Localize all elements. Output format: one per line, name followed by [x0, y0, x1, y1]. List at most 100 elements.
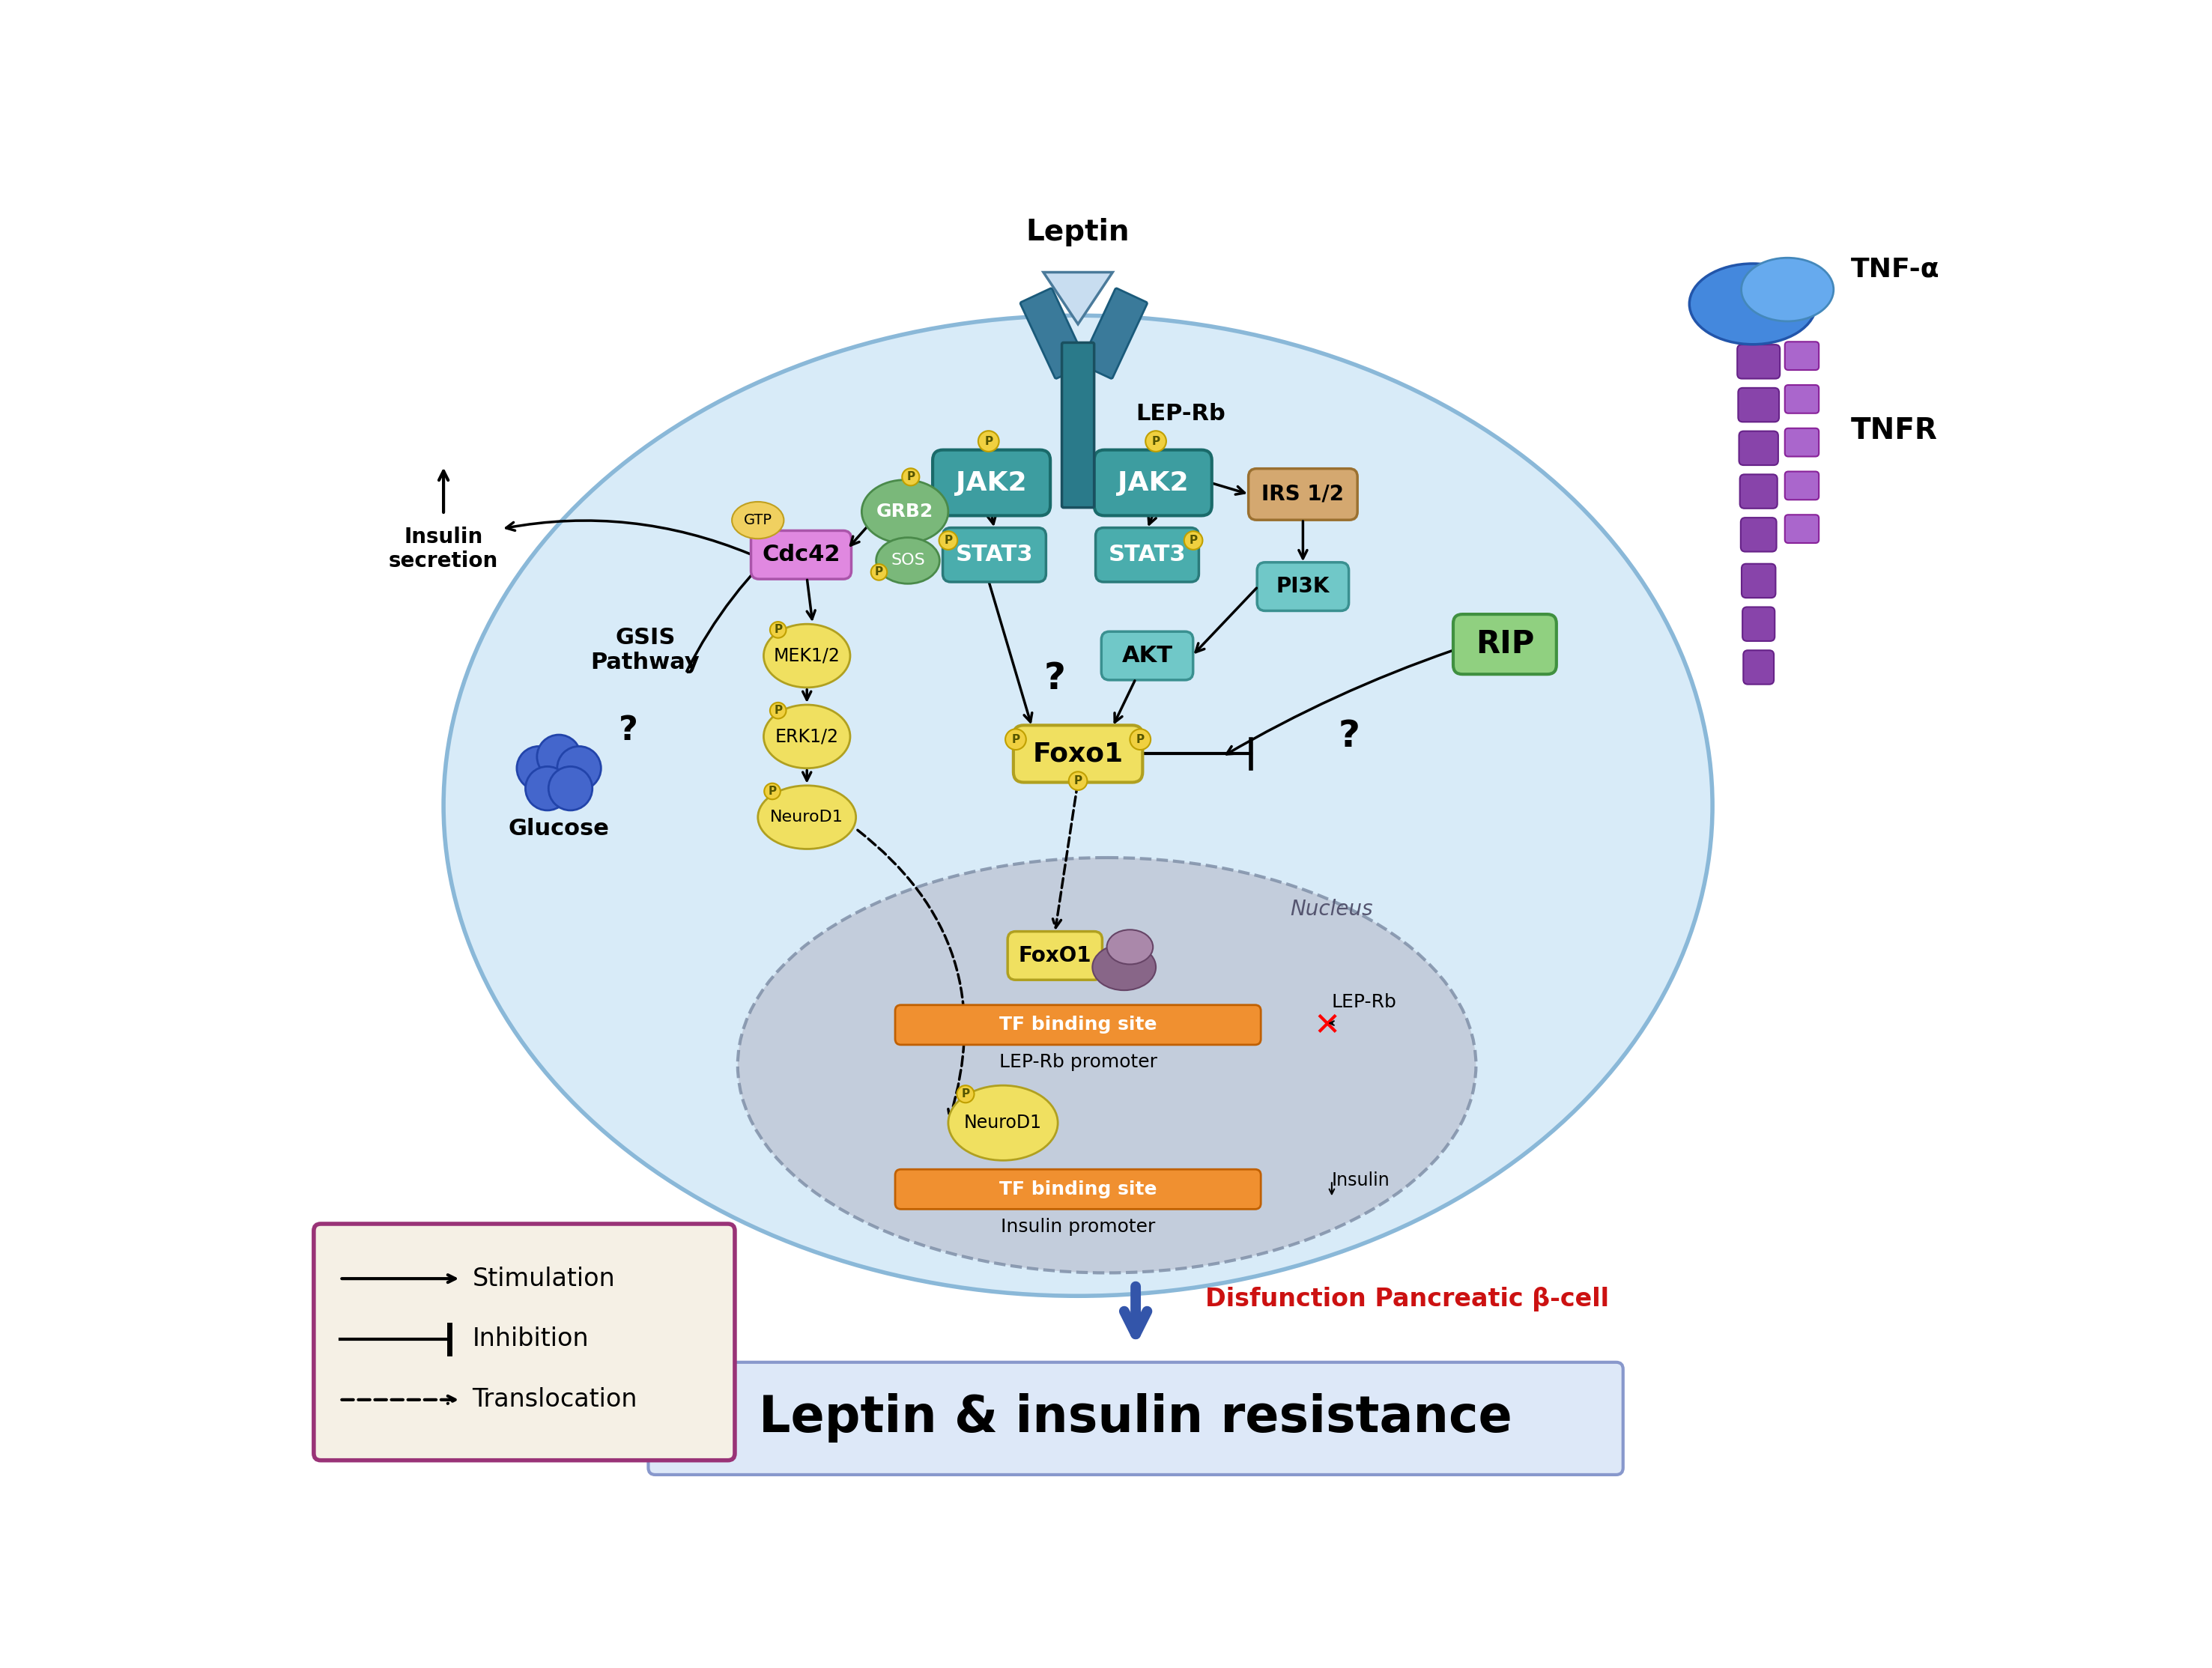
Circle shape: [557, 746, 602, 791]
Ellipse shape: [732, 502, 783, 539]
Text: IRS 1/2: IRS 1/2: [1261, 484, 1345, 505]
Text: Nucleus: Nucleus: [1290, 899, 1374, 921]
FancyBboxPatch shape: [1743, 651, 1774, 684]
Ellipse shape: [949, 1086, 1057, 1161]
Text: ?: ?: [1338, 719, 1360, 754]
Text: MEK1/2: MEK1/2: [774, 647, 841, 666]
Text: Leptin & insulin resistance: Leptin & insulin resistance: [759, 1393, 1513, 1443]
Circle shape: [1068, 772, 1088, 791]
Text: Inhibition: Inhibition: [473, 1326, 588, 1351]
Ellipse shape: [863, 480, 949, 544]
FancyBboxPatch shape: [1741, 474, 1776, 509]
Text: ERK1/2: ERK1/2: [774, 727, 838, 746]
FancyBboxPatch shape: [1741, 564, 1776, 597]
FancyBboxPatch shape: [648, 1363, 1624, 1475]
Text: NeuroD1: NeuroD1: [964, 1114, 1042, 1133]
Text: P: P: [768, 786, 776, 797]
Text: SOS: SOS: [891, 554, 925, 569]
FancyBboxPatch shape: [896, 1006, 1261, 1044]
Polygon shape: [1044, 272, 1113, 324]
Text: STAT3: STAT3: [956, 544, 1033, 565]
Text: LEP-Rb: LEP-Rb: [1332, 992, 1396, 1011]
Ellipse shape: [1690, 264, 1816, 344]
Circle shape: [763, 784, 781, 799]
Text: P: P: [874, 567, 883, 577]
Circle shape: [518, 746, 560, 791]
Circle shape: [938, 530, 958, 550]
FancyBboxPatch shape: [1743, 607, 1774, 641]
Text: GTP: GTP: [743, 514, 772, 527]
FancyBboxPatch shape: [1248, 469, 1358, 520]
Circle shape: [1183, 530, 1203, 550]
Ellipse shape: [1093, 944, 1157, 991]
Text: JAK2: JAK2: [1117, 470, 1188, 495]
Circle shape: [526, 767, 568, 811]
FancyBboxPatch shape: [1785, 472, 1818, 500]
FancyBboxPatch shape: [1013, 726, 1144, 782]
Text: TNF-α: TNF-α: [1851, 257, 1940, 282]
Circle shape: [978, 430, 1000, 452]
Ellipse shape: [1741, 259, 1834, 322]
FancyBboxPatch shape: [750, 530, 852, 579]
Text: P: P: [1152, 435, 1159, 447]
Circle shape: [1130, 729, 1150, 751]
Circle shape: [538, 736, 582, 779]
FancyBboxPatch shape: [942, 527, 1046, 582]
FancyBboxPatch shape: [1095, 527, 1199, 582]
Text: AKT: AKT: [1121, 646, 1172, 667]
Text: Stimulation: Stimulation: [473, 1266, 615, 1291]
Ellipse shape: [445, 315, 1712, 1296]
Text: P: P: [774, 624, 783, 636]
FancyBboxPatch shape: [1082, 289, 1148, 379]
FancyBboxPatch shape: [933, 450, 1051, 515]
Ellipse shape: [737, 857, 1475, 1273]
FancyBboxPatch shape: [1785, 342, 1818, 370]
FancyBboxPatch shape: [1741, 517, 1776, 552]
Circle shape: [958, 1086, 973, 1103]
Text: Insulin
secretion: Insulin secretion: [389, 527, 498, 572]
Text: RIP: RIP: [1475, 629, 1535, 661]
Text: P: P: [1073, 776, 1082, 787]
FancyBboxPatch shape: [1453, 614, 1557, 674]
Text: LEP-Rb: LEP-Rb: [1135, 402, 1225, 424]
Ellipse shape: [763, 706, 849, 769]
Circle shape: [1146, 430, 1166, 452]
Ellipse shape: [763, 624, 849, 687]
Text: TF binding site: TF binding site: [1000, 1016, 1157, 1034]
FancyBboxPatch shape: [1102, 632, 1192, 681]
Text: FoxO1: FoxO1: [1018, 946, 1091, 966]
Text: JAK2: JAK2: [956, 470, 1026, 495]
Text: P: P: [962, 1089, 969, 1099]
FancyBboxPatch shape: [314, 1224, 734, 1460]
Circle shape: [770, 622, 785, 637]
FancyBboxPatch shape: [1736, 345, 1781, 379]
Text: PI3K: PI3K: [1276, 575, 1329, 597]
Ellipse shape: [759, 786, 856, 849]
Text: STAT3: STAT3: [1108, 544, 1186, 565]
Text: Insulin promoter: Insulin promoter: [1000, 1218, 1155, 1236]
Text: P: P: [907, 472, 916, 482]
Text: Disfunction Pancreatic β-cell: Disfunction Pancreatic β-cell: [1206, 1286, 1608, 1311]
Text: Cdc42: Cdc42: [761, 544, 841, 565]
Text: GSIS
Pathway: GSIS Pathway: [591, 627, 699, 674]
Text: P: P: [945, 535, 953, 545]
FancyBboxPatch shape: [1739, 430, 1778, 465]
Text: Translocation: Translocation: [473, 1388, 637, 1413]
Ellipse shape: [876, 537, 940, 584]
Text: Leptin: Leptin: [1026, 217, 1130, 247]
Text: P: P: [984, 435, 993, 447]
Circle shape: [1004, 729, 1026, 751]
Text: Insulin: Insulin: [1332, 1171, 1389, 1189]
Circle shape: [770, 702, 785, 719]
Circle shape: [549, 767, 593, 811]
FancyBboxPatch shape: [1739, 389, 1778, 422]
Circle shape: [902, 469, 920, 485]
Text: Foxo1: Foxo1: [1033, 741, 1124, 767]
Text: P: P: [1011, 734, 1020, 746]
FancyBboxPatch shape: [1095, 450, 1212, 515]
Text: TNFR: TNFR: [1851, 417, 1938, 445]
Text: GRB2: GRB2: [876, 502, 933, 520]
Text: NeuroD1: NeuroD1: [770, 809, 843, 824]
FancyBboxPatch shape: [1785, 429, 1818, 457]
Text: TF binding site: TF binding site: [1000, 1181, 1157, 1198]
